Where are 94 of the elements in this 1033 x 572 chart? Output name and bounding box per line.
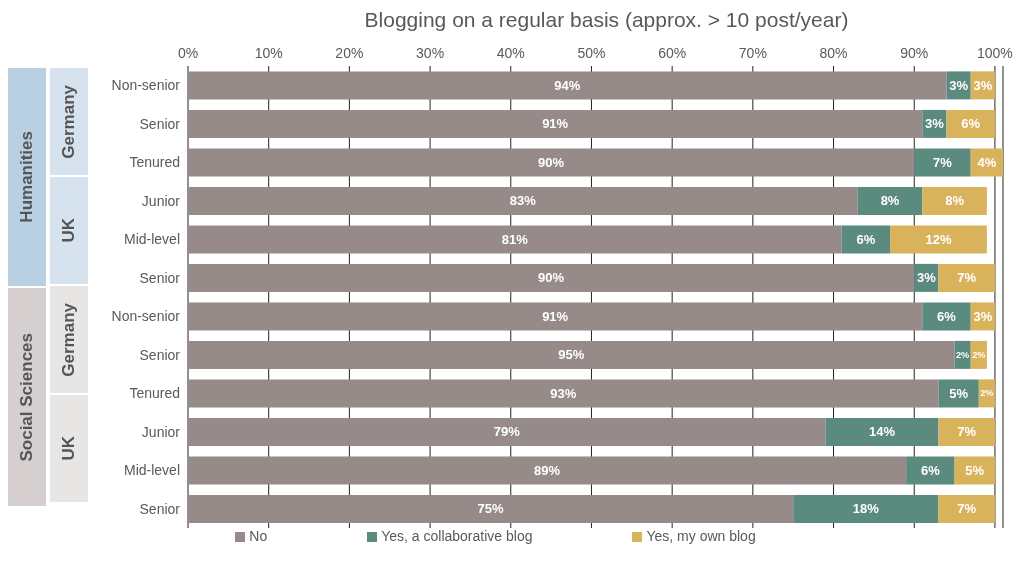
y-tick-label: Tenured bbox=[129, 154, 180, 171]
data-label: 7% bbox=[933, 154, 953, 170]
bar bbox=[825, 417, 939, 446]
data-label: 95% bbox=[558, 347, 585, 363]
bar bbox=[938, 417, 995, 446]
text: Germany bbox=[59, 302, 79, 377]
data-label: 6% bbox=[856, 231, 876, 247]
data-label: 79% bbox=[493, 424, 521, 440]
data-label: 8% bbox=[945, 193, 965, 209]
x-tick-label: 50% bbox=[577, 45, 606, 61]
data-label: 91% bbox=[542, 116, 569, 132]
bar bbox=[188, 109, 923, 138]
y-tick-label: Junior bbox=[141, 192, 181, 209]
bar bbox=[906, 456, 955, 485]
bar bbox=[914, 148, 971, 177]
legend-label: Yes, my own blog bbox=[646, 528, 756, 544]
data-label: 75% bbox=[477, 501, 505, 517]
bar bbox=[938, 263, 995, 292]
data-label: 5% bbox=[949, 385, 969, 401]
data-label: 3% bbox=[925, 116, 945, 132]
y-tick-label: Senior bbox=[139, 115, 181, 132]
bar bbox=[188, 456, 907, 485]
legend-label: No bbox=[249, 528, 268, 544]
text: Social Sciences bbox=[17, 332, 37, 462]
bar bbox=[188, 340, 955, 369]
data-label: 90% bbox=[538, 154, 565, 170]
y-tick-label: Mid-level bbox=[123, 231, 180, 248]
data-label: 18% bbox=[852, 501, 880, 517]
x-tick-label: 20% bbox=[335, 45, 364, 61]
bar bbox=[188, 302, 923, 331]
y-tick-label: Mid-level bbox=[123, 462, 180, 479]
data-label: 7% bbox=[957, 424, 977, 440]
data-label: 2% bbox=[955, 349, 970, 360]
data-label: 12% bbox=[925, 231, 952, 247]
bar bbox=[938, 379, 979, 408]
bar bbox=[938, 494, 995, 523]
bar bbox=[922, 186, 987, 215]
y-tick-label: Tenured bbox=[129, 385, 180, 402]
data-label: 93% bbox=[550, 385, 577, 401]
bar bbox=[188, 263, 915, 292]
data-label: 83% bbox=[509, 193, 537, 209]
data-label: 6% bbox=[920, 462, 941, 478]
data-label: 6% bbox=[937, 308, 957, 324]
bar bbox=[841, 225, 891, 254]
y-tick-label: Non-senior bbox=[111, 77, 181, 94]
x-tick-label: 10% bbox=[254, 45, 283, 61]
bar bbox=[188, 417, 826, 446]
legend-label: Yes, a collaborative blog bbox=[381, 528, 533, 544]
data-label: 3% bbox=[916, 270, 937, 286]
x-tick-label: 0% bbox=[177, 45, 199, 61]
data-label: 7% bbox=[957, 501, 977, 517]
text: UK bbox=[59, 436, 79, 461]
data-label: 4% bbox=[977, 154, 997, 170]
x-tick-label: 100% bbox=[977, 45, 1013, 61]
y-tick-label: Non-senior bbox=[111, 308, 181, 325]
y-tick-label: Senior bbox=[139, 269, 181, 286]
x-tick-label: 30% bbox=[416, 45, 445, 61]
bar bbox=[188, 494, 794, 523]
data-label: 2% bbox=[972, 349, 986, 360]
y-tick-label: Senior bbox=[139, 500, 181, 517]
x-tick-label: 70% bbox=[738, 45, 767, 61]
data-label: 5% bbox=[965, 462, 985, 478]
x-tick-label: 90% bbox=[900, 45, 929, 61]
bar bbox=[793, 494, 939, 523]
bar bbox=[188, 379, 939, 408]
bar bbox=[188, 186, 858, 215]
bar bbox=[188, 225, 842, 254]
data-label: 14% bbox=[868, 424, 896, 440]
bar bbox=[188, 148, 915, 177]
y-tick-label: Junior bbox=[141, 423, 181, 440]
data-label: 94% bbox=[554, 77, 581, 93]
data-label: 81% bbox=[501, 231, 529, 247]
text: Germany bbox=[59, 84, 79, 159]
chart-title: Blogging on a regular basis (approx. > 10 post/year) bbox=[363, 8, 850, 33]
data-label: 3% bbox=[973, 77, 993, 93]
bar bbox=[890, 225, 987, 254]
data-label: 3% bbox=[973, 308, 993, 324]
x-tick-label: 40% bbox=[496, 45, 525, 61]
text: UK bbox=[59, 218, 79, 243]
y-tick-label: Senior bbox=[139, 346, 181, 363]
text: Humanities bbox=[17, 131, 37, 223]
data-label: 7% bbox=[957, 270, 977, 286]
data-label: 2% bbox=[980, 388, 994, 399]
data-label: 89% bbox=[534, 462, 561, 478]
bar bbox=[922, 302, 971, 331]
data-label: 91% bbox=[542, 308, 569, 324]
data-label: 8% bbox=[880, 193, 900, 209]
bar bbox=[188, 71, 947, 100]
bar bbox=[857, 186, 923, 215]
data-label: 90% bbox=[538, 270, 565, 286]
x-tick-label: 80% bbox=[819, 45, 848, 61]
x-tick-label: 60% bbox=[658, 45, 687, 61]
data-label: 3% bbox=[949, 77, 969, 93]
data-label: 6% bbox=[961, 116, 981, 132]
